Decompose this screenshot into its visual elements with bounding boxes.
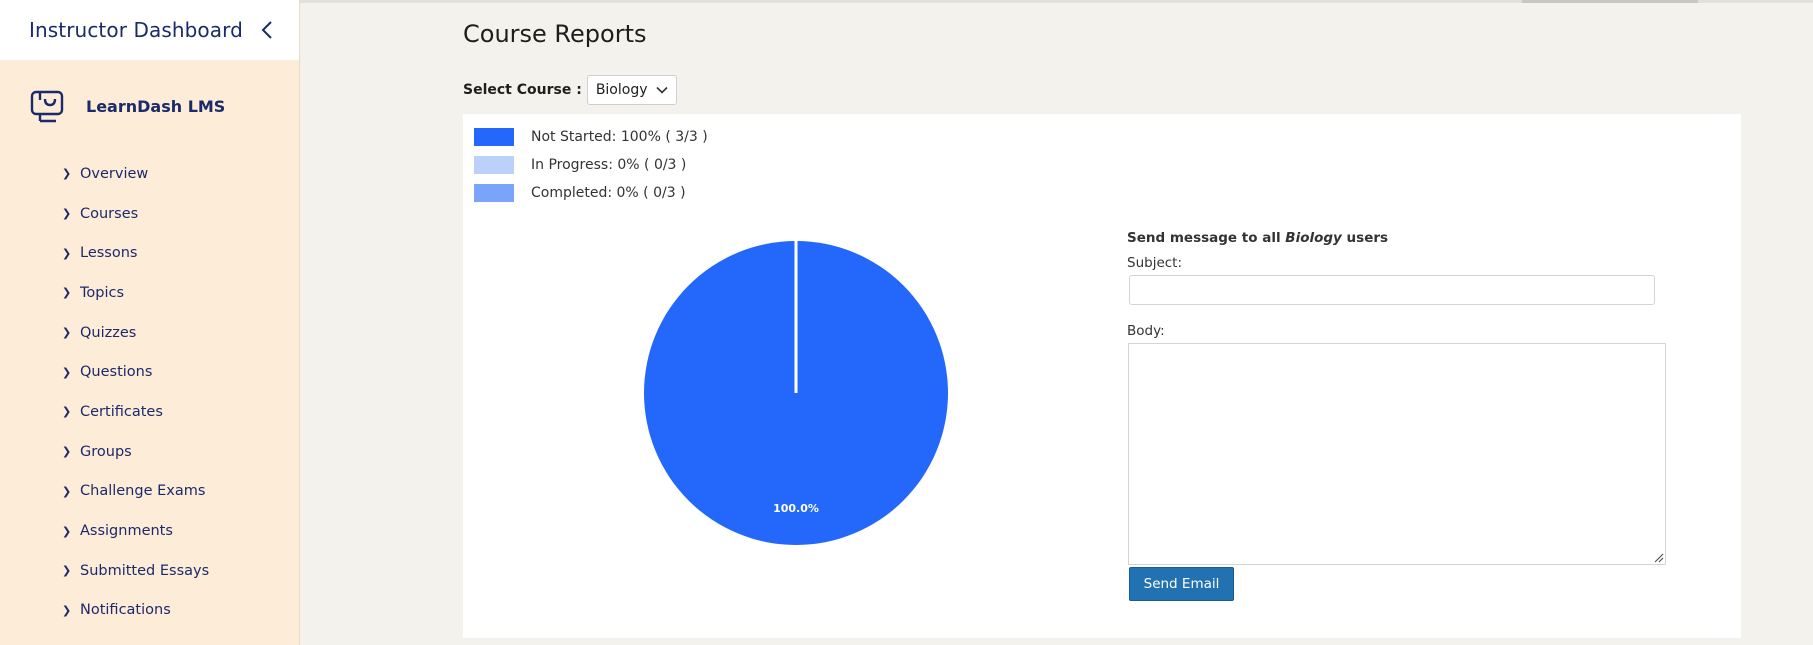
- sidebar-item-notifications[interactable]: ❯ Notifications: [62, 591, 299, 631]
- message-form-heading: Send message to all Biology users: [1127, 230, 1667, 246]
- chevron-right-icon: ❯: [62, 524, 72, 538]
- sidebar-item-label: Quizzes: [80, 324, 137, 341]
- legend-item-in-progress: In Progress: 0% ( 0/3 ): [474, 151, 708, 179]
- heading-course: Biology: [1285, 230, 1342, 246]
- legend-swatch: [474, 184, 514, 202]
- subject-label: Subject:: [1127, 255, 1183, 271]
- body-label: Body:: [1127, 323, 1165, 339]
- select-course-label: Select Course :: [463, 82, 582, 98]
- chevron-right-icon: ❯: [62, 365, 72, 379]
- chevron-right-icon: ❯: [62, 445, 72, 459]
- sidebar-nav: ❯ Overview ❯ Courses ❯ Lessons ❯ Topics ❯ Qui…: [0, 154, 299, 630]
- sidebar-item-overview[interactable]: ❯ Overview: [62, 154, 299, 194]
- brand[interactable]: LearnDash LMS: [0, 60, 299, 152]
- sidebar-item-groups[interactable]: ❯ Groups: [62, 432, 299, 472]
- course-select-value: Biology: [595, 82, 648, 98]
- chart-legend: Not Started: 100% ( 3/3 ) In Progress: 0…: [474, 123, 708, 207]
- chevron-right-icon: ❯: [62, 207, 72, 221]
- sidebar-item-label: Lessons: [80, 245, 138, 262]
- sidebar-item-label: Groups: [80, 443, 132, 460]
- subject-input[interactable]: [1129, 275, 1655, 305]
- pie-chart: 100.0%: [641, 238, 951, 548]
- sidebar-item-label: Courses: [80, 205, 139, 222]
- chevron-right-icon: ❯: [62, 286, 72, 300]
- learndash-logo-icon: [30, 90, 64, 123]
- sidebar-item-label: Notifications: [80, 602, 171, 619]
- legend-item-completed: Completed: 0% ( 0/3 ): [474, 179, 708, 207]
- chevron-right-icon: ❯: [62, 246, 72, 260]
- course-select-row: Select Course : Biology: [463, 75, 677, 105]
- pie-slice-label: 100.0%: [773, 502, 819, 515]
- chevron-left-icon: [261, 21, 272, 39]
- sidebar-item-submitted-essays[interactable]: ❯ Submitted Essays: [62, 551, 299, 591]
- chevron-right-icon: ❯: [62, 326, 72, 340]
- legend-label: In Progress: 0% ( 0/3 ): [531, 157, 687, 173]
- body-textarea[interactable]: [1128, 343, 1666, 565]
- chevron-right-icon: ❯: [62, 405, 72, 419]
- sidebar-item-label: Topics: [80, 284, 125, 301]
- brand-name: LearnDash LMS: [86, 96, 226, 116]
- pie-chart-svg: 100.0%: [644, 241, 948, 545]
- legend-label: Completed: 0% ( 0/3 ): [531, 185, 686, 201]
- sidebar-item-certificates[interactable]: ❯ Certificates: [62, 392, 299, 432]
- sidebar-item-label: Certificates: [80, 403, 163, 420]
- legend-swatch: [474, 128, 514, 146]
- top-divider: [300, 0, 1813, 3]
- chevron-right-icon: ❯: [62, 564, 72, 578]
- sidebar-item-questions[interactable]: ❯ Questions: [62, 352, 299, 392]
- sidebar-header: Instructor Dashboard: [0, 0, 299, 60]
- heading-prefix: Send message to all: [1127, 230, 1281, 246]
- page-title: Course Reports: [463, 20, 647, 48]
- heading-suffix: users: [1346, 230, 1389, 246]
- sidebar-item-courses[interactable]: ❯ Courses: [62, 194, 299, 234]
- sidebar-title: Instructor Dashboard: [29, 18, 243, 42]
- sidebar: Instructor Dashboard LearnDash LMS ❯ Over…: [0, 0, 300, 645]
- report-panel: Not Started: 100% ( 3/3 ) In Progress: 0…: [463, 114, 1741, 638]
- sidebar-item-label: Assignments: [80, 523, 173, 540]
- chevron-right-icon: ❯: [62, 484, 72, 498]
- legend-swatch: [474, 156, 514, 174]
- sidebar-item-assignments[interactable]: ❯ Assignments: [62, 511, 299, 551]
- message-form: Send message to all Biology users Subjec…: [1127, 230, 1667, 601]
- chevron-right-icon: ❯: [62, 167, 72, 181]
- sidebar-item-label: Questions: [80, 364, 153, 381]
- legend-item-not-started: Not Started: 100% ( 3/3 ): [474, 123, 708, 151]
- legend-label: Not Started: 100% ( 3/3 ): [531, 129, 708, 145]
- chevron-right-icon: ❯: [62, 603, 72, 617]
- sidebar-item-quizzes[interactable]: ❯ Quizzes: [62, 313, 299, 353]
- resize-grip-icon[interactable]: [1652, 551, 1664, 563]
- sidebar-item-challenge-exams[interactable]: ❯ Challenge Exams: [62, 472, 299, 512]
- sidebar-item-label: Submitted Essays: [80, 562, 210, 579]
- sidebar-item-label: Challenge Exams: [80, 483, 206, 500]
- collapse-sidebar-button[interactable]: [257, 16, 277, 44]
- course-select[interactable]: Biology: [586, 75, 677, 105]
- sidebar-item-lessons[interactable]: ❯ Lessons: [62, 233, 299, 273]
- sidebar-item-topics[interactable]: ❯ Topics: [62, 273, 299, 313]
- send-email-button[interactable]: Send Email: [1129, 567, 1234, 601]
- sidebar-item-label: Overview: [80, 165, 149, 182]
- chevron-down-icon: [655, 86, 668, 94]
- top-tab-indicator: [1522, 0, 1698, 3]
